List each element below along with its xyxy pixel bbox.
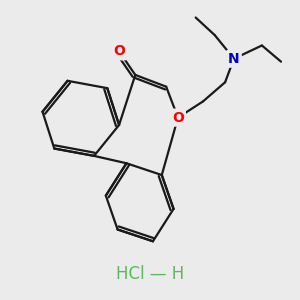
Text: HCl — H: HCl — H [116, 265, 184, 283]
Text: N: N [228, 52, 240, 66]
Text: O: O [172, 111, 184, 124]
Text: O: O [113, 44, 125, 58]
